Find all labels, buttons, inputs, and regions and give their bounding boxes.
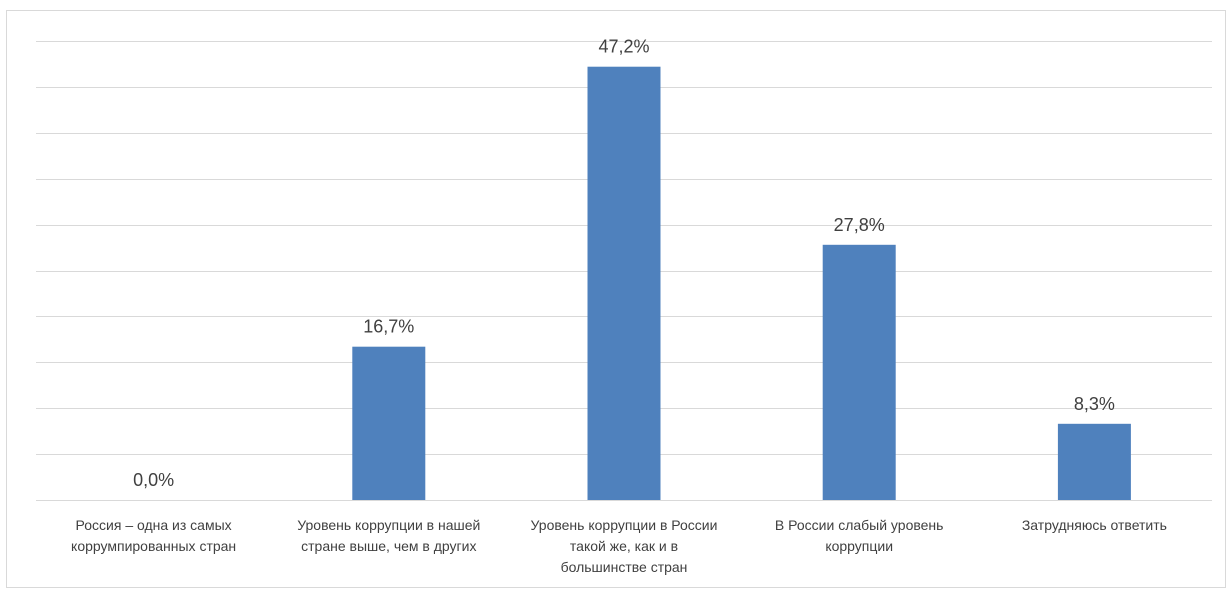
bar-3 [587,66,661,500]
category-label-3: Уровень коррупции в России такой же, как … [531,517,718,575]
category-label-line: большинстве стран [561,559,688,575]
bar-5 [1057,423,1131,500]
bar-4 [822,244,896,500]
category-label-line: стране выше, чем в других [301,538,476,554]
category-label-4: В России слабый уровень коррупции [775,517,944,554]
category-label-line: такой же, как и в [570,538,678,554]
category-labels: Россия – одна из самых коррумпированных с… [71,517,1167,575]
category-label-5: Затрудняюсь ответить [1022,517,1167,533]
data-label-4: 27,8% [834,215,885,235]
category-label-1: Россия – одна из самых коррумпированных с… [71,517,236,554]
category-label-line: Уровень коррупции в нашей [297,517,480,533]
category-label-line: В России слабый уровень [775,517,944,533]
category-label-line: Затрудняюсь ответить [1022,517,1167,533]
data-label-2: 16,7% [363,317,414,337]
data-label-5: 8,3% [1074,394,1115,414]
data-labels: 0,0% 16,7% 47,2% 27,8% 8,3% [133,37,1115,490]
data-label-3: 47,2% [598,37,649,57]
category-label-line: коррупции [825,538,893,554]
category-label-2: Уровень коррупции в нашей стране выше, че… [297,517,480,554]
data-label-1: 0,0% [133,470,174,490]
bars [352,66,1131,500]
category-label-line: Россия – одна из самых [76,517,232,533]
category-label-line: Уровень коррупции в России [531,517,718,533]
category-label-line: коррумпированных стран [71,538,236,554]
bar-2 [352,346,426,500]
